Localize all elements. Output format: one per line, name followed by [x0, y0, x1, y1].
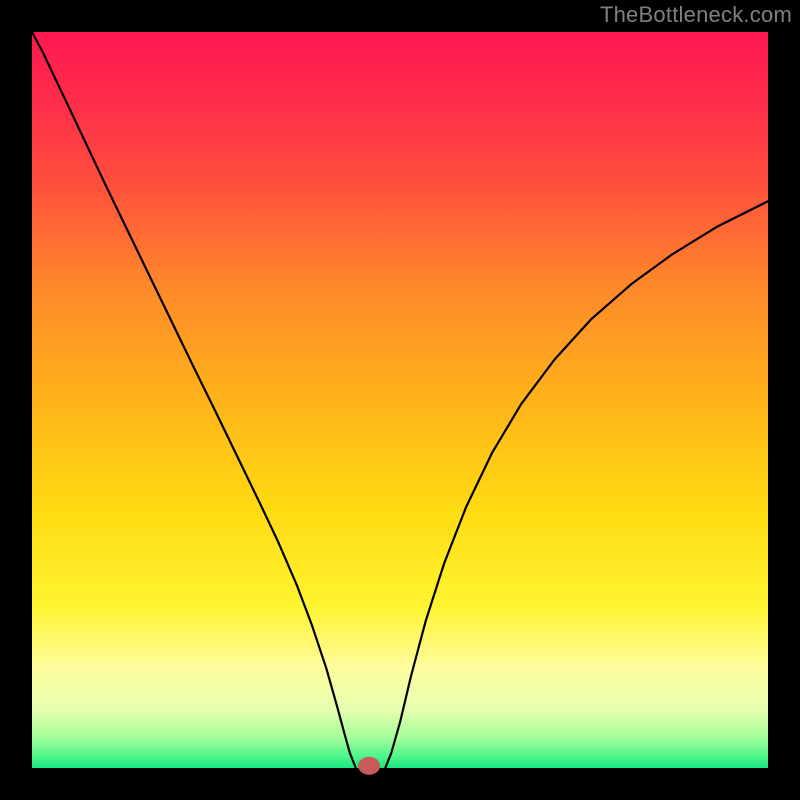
bottleneck-curve-right — [385, 201, 768, 768]
chart-plot-area — [32, 32, 768, 768]
optimal-point-marker — [358, 757, 380, 775]
chart-curve-layer — [32, 32, 768, 768]
watermark-text: TheBottleneck.com — [600, 2, 792, 28]
bottleneck-curve-left — [32, 32, 356, 768]
